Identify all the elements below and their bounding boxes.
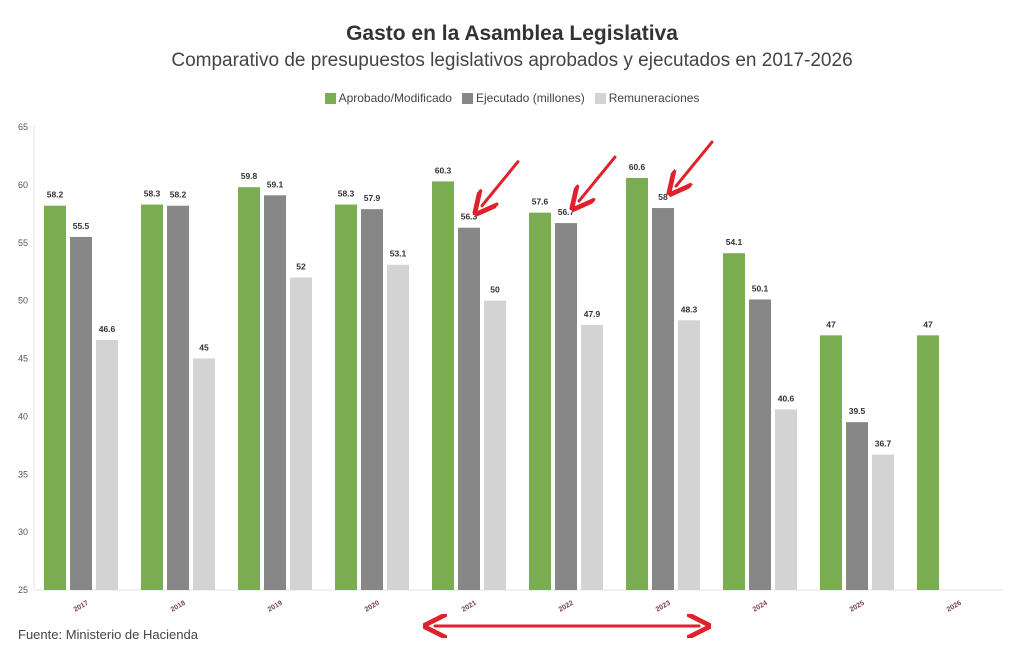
data-label-2026-1: 47 [923,319,933,329]
data-label-2023-1: 60.6 [629,162,646,172]
y-tick-label: 30 [18,527,28,537]
data-label-2024-3: 40.6 [778,393,795,403]
legend-swatch-aprobado [324,92,336,104]
bar-2018-2 [167,205,189,590]
legend-item-ejecutado[interactable]: Ejecutado (millones) [461,91,585,105]
x-tick-label: 2026 [946,600,963,614]
y-tick-label: 55 [18,238,28,248]
legend-label-remuneraciones: Remuneraciones [608,91,700,105]
x-tick-label: 2022 [558,600,575,614]
bar-2019-3 [290,277,312,590]
data-label-2021-2: 56.3 [461,212,478,222]
data-label-2017-2: 55.5 [73,221,90,231]
bar-2022-1 [529,212,551,590]
annotation-arrow-2021 [482,160,520,206]
data-label-2020-1: 58.3 [338,189,355,199]
bar-2025-1 [820,335,842,590]
source-note: Fuente: Ministerio de Hacienda [18,627,198,642]
y-tick-label: 25 [18,585,28,595]
data-label-2025-2: 39.5 [849,406,866,416]
bar-2026-1 [917,335,939,590]
bar-2021-3 [484,300,506,590]
chart-title: Gasto en la Asamblea Legislativa [346,22,678,45]
data-label-2020-2: 57.9 [364,193,381,203]
chart-subtitle: Comparativo de presupuestos legislativos… [171,50,853,71]
legend-item-remuneraciones[interactable]: Remuneraciones [594,91,700,105]
x-tick-label: 2018 [170,600,187,614]
y-tick-label: 50 [18,296,28,306]
y-tick-label: 45 [18,354,28,364]
data-label-2025-1: 47 [826,319,836,329]
data-label-2024-2: 50.1 [752,283,769,293]
bar-2024-3 [775,409,797,590]
bar-2025-2 [846,422,868,590]
bar-2020-1 [335,204,357,591]
legend-swatch-ejecutado [461,92,473,104]
data-label-2022-2: 56.7 [558,207,575,217]
x-tick-label: 2021 [461,600,478,614]
bar-2023-3 [678,320,700,590]
data-label-2021-3: 50 [490,285,500,295]
y-tick-label: 40 [18,411,28,421]
chart-legend: Aprobado/Modificado Ejecutado (millones)… [0,91,1024,105]
legend-label-ejecutado: Ejecutado (millones) [475,91,585,105]
bar-2020-2 [361,209,383,590]
bar-2020-3 [387,264,409,590]
bar-2019-2 [264,195,286,591]
bar-2021-2 [458,227,480,590]
bar-2025-3 [872,454,894,590]
bar-2023-1 [626,177,648,590]
data-label-2024-1: 54.1 [726,237,743,247]
x-tick-label: 2025 [849,600,866,614]
data-label-2022-3: 47.9 [584,309,601,319]
bar-2022-3 [581,324,603,590]
data-label-2023-2: 58 [658,192,668,202]
legend-label-aprobado: Aprobado/Modificado [338,91,452,105]
bar-2018-3 [193,358,215,590]
bar-2021-1 [432,181,454,590]
x-tick-label: 2019 [267,600,284,614]
x-tick-label: 2020 [364,600,381,614]
bar-2017-2 [70,236,92,590]
y-tick-label: 35 [18,469,28,479]
data-label-2017-1: 58.2 [47,190,64,200]
data-label-2019-3: 52 [296,261,306,271]
bar-2023-2 [652,208,674,590]
data-label-2025-3: 36.7 [875,439,892,449]
legend-swatch-remuneraciones [594,92,606,104]
annotation-arrow-2022 [579,155,617,201]
data-label-2022-1: 57.6 [532,197,549,207]
bar-2024-2 [749,299,771,590]
data-label-2018-2: 58.2 [170,190,187,200]
bar-2017-3 [96,339,118,590]
data-label-2019-1: 59.8 [241,171,258,181]
data-label-2018-1: 58.3 [144,189,161,199]
x-tick-label: 2017 [73,600,90,614]
data-label-2018-3: 45 [199,343,209,353]
annotation-arrow-2023 [676,140,714,186]
bar-2019-1 [238,187,260,590]
bar-2018-1 [141,204,163,591]
data-label-2019-2: 59.1 [267,179,284,189]
data-label-2017-3: 46.6 [99,324,116,334]
legend-item-aprobado[interactable]: Aprobado/Modificado [324,91,452,105]
y-tick-label: 65 [18,122,28,132]
bar-2022-2 [555,223,577,590]
data-label-2021-1: 60.3 [435,165,452,175]
data-label-2023-3: 48.3 [681,304,698,314]
x-tick-label: 2024 [752,600,769,614]
bar-2024-1 [723,253,745,591]
data-label-2020-3: 53.1 [390,249,407,259]
x-tick-label: 2023 [655,600,672,614]
y-tick-label: 60 [18,180,28,190]
bar-2017-1 [44,205,66,590]
